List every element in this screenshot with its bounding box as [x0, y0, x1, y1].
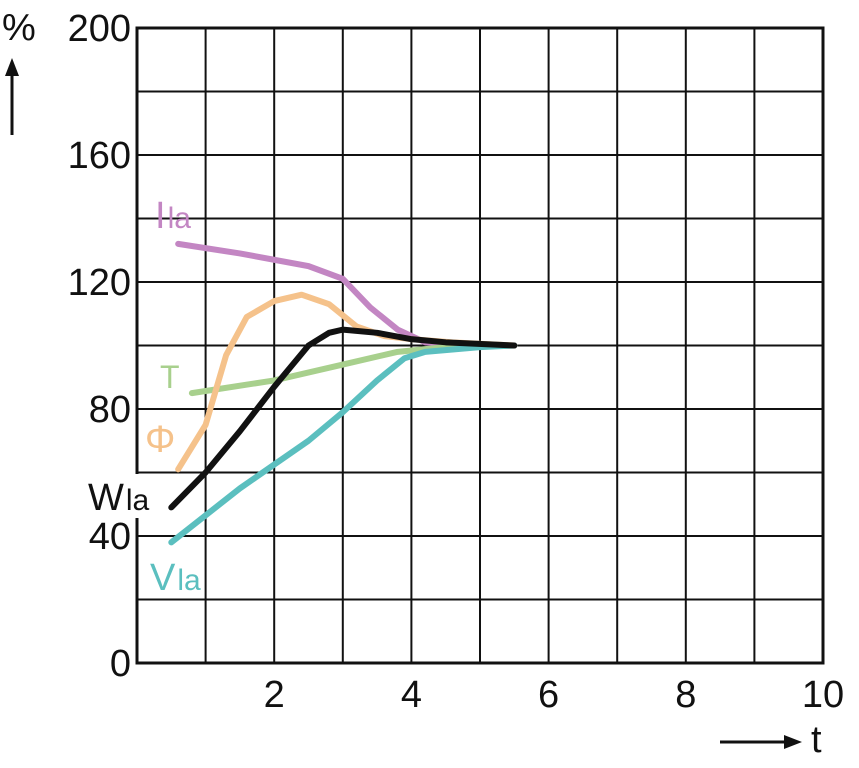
- series-label-ila: Ila: [155, 195, 191, 237]
- y-tick-label: 160: [68, 135, 131, 177]
- x-tick-label: 10: [802, 674, 844, 716]
- y-tick-label: 0: [110, 643, 131, 685]
- series-layer: [168, 240, 518, 546]
- y-axis-label: %: [2, 7, 36, 49]
- x-tick-label: 8: [675, 674, 696, 716]
- label-background: [84, 474, 162, 518]
- x-axis-arrow: [720, 735, 802, 749]
- series-line-vla: [168, 342, 518, 546]
- series-line-t: [188, 342, 518, 397]
- y-tick-label: 80: [89, 389, 131, 431]
- series-label-vla: Vla: [150, 557, 201, 599]
- y-tick-label: 120: [68, 262, 131, 304]
- y-tick-label: 200: [68, 8, 131, 50]
- series-line-wla: [168, 326, 518, 511]
- series-label-φ: Φ: [145, 419, 175, 461]
- series-label-t: T: [160, 359, 180, 395]
- plot-border: [135, 26, 825, 665]
- plot-frame: [135, 26, 825, 665]
- x-tick-label: 2: [264, 674, 285, 716]
- x-axis-label: t: [811, 719, 822, 761]
- tick-labels: 0 40 80 120 160 200 2 4 6 8 10: [68, 8, 845, 716]
- y-tick-label: 40: [89, 516, 131, 558]
- x-tick-label: 4: [401, 674, 422, 716]
- series-label-wla: Wla: [88, 477, 150, 519]
- x-tick-label: 6: [538, 674, 559, 716]
- y-axis-arrow: [5, 58, 19, 135]
